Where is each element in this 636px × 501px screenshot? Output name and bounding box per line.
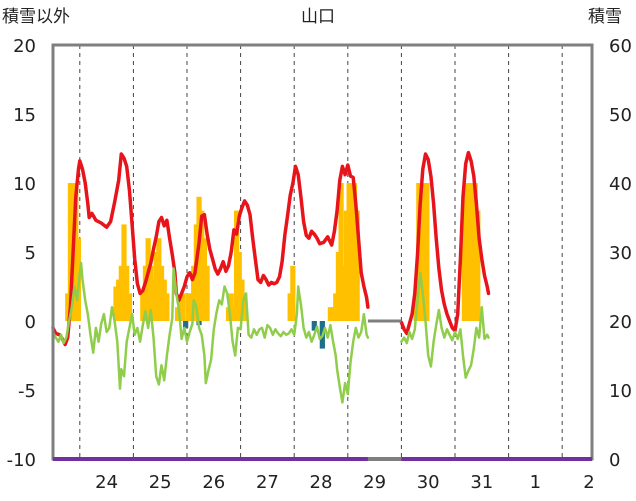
precip-bar — [148, 265, 154, 321]
x-tick-label: 31 — [470, 472, 493, 493]
precip-bar — [424, 183, 430, 321]
dewpoint-line — [51, 261, 370, 404]
left-axis-label: 積雪以外 — [2, 7, 70, 27]
precip-bar — [145, 238, 151, 321]
precip-bar — [231, 307, 237, 321]
precip-bar — [204, 265, 210, 321]
precip-bar — [113, 286, 119, 321]
lines-layer — [51, 150, 491, 404]
right-tick-label: 20 — [609, 312, 632, 333]
precip-bar — [236, 252, 242, 321]
right-tick-label: 10 — [609, 381, 632, 402]
x-tick-label: 30 — [417, 472, 440, 493]
dewpoint-line — [400, 271, 490, 379]
precip-bar — [335, 252, 342, 321]
x-tick-label: 29 — [363, 472, 386, 493]
precip-bar — [225, 307, 232, 321]
precip-bar — [354, 210, 360, 321]
x-tick-label: 28 — [310, 472, 333, 493]
precip-bar — [467, 183, 473, 321]
left-tick-label: 10 — [13, 174, 36, 195]
temperature-line — [399, 150, 491, 336]
precip-bar — [156, 238, 162, 321]
precip-bar — [333, 293, 339, 321]
precip-bar — [330, 307, 336, 321]
precip-bar — [338, 183, 344, 321]
precip-bar — [175, 307, 181, 321]
precip-bar — [461, 196, 467, 321]
precip-bar — [118, 265, 124, 321]
precip-bar — [196, 196, 202, 321]
left-tick-label: 15 — [13, 105, 36, 126]
precip-bar — [142, 265, 149, 321]
x-tick-label: 2 — [583, 472, 594, 493]
precip-bar — [153, 252, 159, 321]
precip-bar — [158, 265, 165, 321]
precip-bar — [418, 183, 425, 321]
precip-bar — [185, 293, 191, 321]
x-tick-label: 1 — [530, 472, 541, 493]
precip-bar — [290, 265, 296, 321]
precip-bar — [140, 293, 146, 321]
right-tick-label: 60 — [609, 36, 632, 57]
precip-bar — [201, 238, 208, 321]
precip-bar — [121, 224, 127, 321]
precip-bar — [199, 210, 205, 321]
precip-bar — [421, 183, 427, 321]
precip-bar — [124, 265, 130, 321]
x-tick-label: 25 — [149, 472, 172, 493]
left-tick-label: 20 — [13, 36, 36, 57]
right-tick-label: 50 — [609, 105, 632, 126]
frame-layer — [51, 43, 594, 461]
precip-bar — [191, 265, 197, 321]
precip-bar — [161, 279, 167, 321]
precip-bar — [126, 293, 132, 321]
precip-bar — [188, 293, 194, 321]
right-tick-labels: 60 50 40 30 20 10 0 — [609, 36, 632, 471]
left-tick-label: 0 — [25, 312, 36, 333]
precip-bar — [183, 321, 189, 328]
x-tick-labels: 24 25 26 27 28 29 30 31 1 2 — [95, 472, 595, 493]
precip-bar — [180, 293, 186, 321]
precip-bar — [242, 293, 248, 321]
precip-bar — [67, 183, 74, 321]
precip-bar — [327, 307, 333, 321]
right-axis-label: 積雪 — [588, 7, 622, 27]
precip-bar — [287, 293, 293, 321]
precip-bar — [343, 210, 350, 321]
precip-bar — [150, 279, 157, 321]
precip-bar — [469, 183, 476, 321]
chart-title: 山口 — [301, 7, 335, 27]
precip-bar — [73, 183, 79, 321]
precip-bar — [65, 293, 71, 321]
left-tick-label: -5 — [18, 381, 36, 402]
precip-bar — [164, 293, 170, 321]
x-tick-label: 26 — [202, 472, 225, 493]
left-tick-label: 5 — [25, 243, 36, 264]
right-tick-label: 30 — [609, 243, 632, 264]
precip-bar — [464, 183, 470, 321]
precip-bar — [239, 279, 245, 321]
left-tick-label: -10 — [7, 450, 36, 471]
precip-bar — [116, 279, 122, 321]
precip-bar — [341, 265, 347, 321]
precip-bar — [472, 183, 478, 321]
precip-bar — [346, 183, 352, 321]
precip-bar — [349, 183, 355, 321]
left-tick-labels: 20 15 10 5 0 -5 -10 — [7, 36, 36, 471]
precip-bar — [311, 321, 317, 331]
right-tick-label: 0 — [609, 450, 620, 471]
x-tick-label: 27 — [256, 472, 279, 493]
right-tick-label: 40 — [609, 174, 632, 195]
precip-bar — [233, 210, 240, 321]
precip-bar — [228, 293, 234, 321]
precip-bar — [351, 183, 358, 321]
temperature-line — [51, 152, 370, 347]
precip-bar — [475, 210, 481, 321]
x-tick-label: 24 — [95, 472, 118, 493]
